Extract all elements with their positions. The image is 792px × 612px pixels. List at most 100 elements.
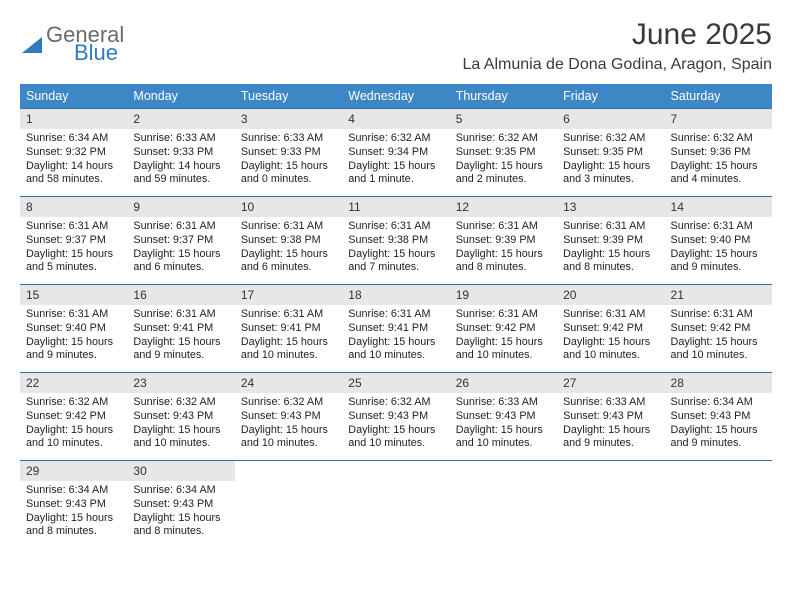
sunset-line: Sunset: 9:42 PM	[563, 322, 658, 336]
sunrise-line: Sunrise: 6:31 AM	[133, 220, 228, 234]
sunset-line: Sunset: 9:33 PM	[241, 146, 336, 160]
daylight-line: Daylight: 15 hours and 0 minutes.	[241, 160, 336, 188]
daylight-line: Daylight: 15 hours and 10 minutes.	[241, 336, 336, 364]
weekday-header: Tuesday	[235, 84, 342, 109]
day-number: 6	[557, 109, 664, 129]
daylight-line: Daylight: 15 hours and 7 minutes.	[348, 248, 443, 276]
daylight-line: Daylight: 15 hours and 10 minutes.	[241, 424, 336, 452]
calendar-day-cell	[342, 461, 449, 549]
sunset-line: Sunset: 9:41 PM	[348, 322, 443, 336]
sunrise-line: Sunrise: 6:32 AM	[133, 396, 228, 410]
calendar-day-cell: 8Sunrise: 6:31 AMSunset: 9:37 PMDaylight…	[20, 197, 127, 285]
day-number: 2	[127, 109, 234, 129]
sunrise-line: Sunrise: 6:33 AM	[456, 396, 551, 410]
calendar-day-cell: 23Sunrise: 6:32 AMSunset: 9:43 PMDayligh…	[127, 373, 234, 461]
day-details: Sunrise: 6:32 AMSunset: 9:43 PMDaylight:…	[342, 393, 449, 457]
sunrise-line: Sunrise: 6:31 AM	[563, 308, 658, 322]
daylight-line: Daylight: 15 hours and 10 minutes.	[26, 424, 121, 452]
calendar-day-cell: 16Sunrise: 6:31 AMSunset: 9:41 PMDayligh…	[127, 285, 234, 373]
sunset-line: Sunset: 9:41 PM	[241, 322, 336, 336]
sunset-line: Sunset: 9:43 PM	[133, 410, 228, 424]
day-number: 1	[20, 109, 127, 129]
calendar-week-row: 1Sunrise: 6:34 AMSunset: 9:32 PMDaylight…	[20, 109, 772, 197]
daylight-line: Daylight: 15 hours and 8 minutes.	[456, 248, 551, 276]
daylight-line: Daylight: 15 hours and 3 minutes.	[563, 160, 658, 188]
day-details: Sunrise: 6:33 AMSunset: 9:33 PMDaylight:…	[127, 129, 234, 193]
sunset-line: Sunset: 9:43 PM	[241, 410, 336, 424]
calendar-day-cell: 3Sunrise: 6:33 AMSunset: 9:33 PMDaylight…	[235, 109, 342, 197]
day-details: Sunrise: 6:32 AMSunset: 9:35 PMDaylight:…	[450, 129, 557, 193]
sunset-line: Sunset: 9:36 PM	[671, 146, 766, 160]
sunrise-line: Sunrise: 6:32 AM	[241, 396, 336, 410]
day-details: Sunrise: 6:31 AMSunset: 9:37 PMDaylight:…	[127, 217, 234, 281]
day-details: Sunrise: 6:34 AMSunset: 9:43 PMDaylight:…	[20, 481, 127, 545]
daylight-line: Daylight: 15 hours and 2 minutes.	[456, 160, 551, 188]
daylight-line: Daylight: 15 hours and 8 minutes.	[133, 512, 228, 540]
calendar-week-row: 8Sunrise: 6:31 AMSunset: 9:37 PMDaylight…	[20, 197, 772, 285]
weekday-header: Thursday	[450, 84, 557, 109]
header: General Blue June 2025 La Almunia de Don…	[20, 18, 772, 74]
weekday-header-row: Sunday Monday Tuesday Wednesday Thursday…	[20, 84, 772, 109]
day-number: 21	[665, 285, 772, 305]
calendar-day-cell: 24Sunrise: 6:32 AMSunset: 9:43 PMDayligh…	[235, 373, 342, 461]
calendar-day-cell: 2Sunrise: 6:33 AMSunset: 9:33 PMDaylight…	[127, 109, 234, 197]
sunset-line: Sunset: 9:37 PM	[133, 234, 228, 248]
daylight-line: Daylight: 15 hours and 5 minutes.	[26, 248, 121, 276]
weekday-header: Sunday	[20, 84, 127, 109]
sunset-line: Sunset: 9:41 PM	[133, 322, 228, 336]
sunset-line: Sunset: 9:40 PM	[26, 322, 121, 336]
location-subtitle: La Almunia de Dona Godina, Aragon, Spain	[462, 56, 772, 74]
sunrise-line: Sunrise: 6:32 AM	[26, 396, 121, 410]
calendar-day-cell: 19Sunrise: 6:31 AMSunset: 9:42 PMDayligh…	[450, 285, 557, 373]
calendar-week-row: 22Sunrise: 6:32 AMSunset: 9:42 PMDayligh…	[20, 373, 772, 461]
day-number: 28	[665, 373, 772, 393]
day-number: 25	[342, 373, 449, 393]
daylight-line: Daylight: 14 hours and 59 minutes.	[133, 160, 228, 188]
calendar-day-cell	[557, 461, 664, 549]
day-number: 12	[450, 197, 557, 217]
weekday-header: Monday	[127, 84, 234, 109]
page-title: June 2025	[462, 18, 772, 52]
logo-triangle-icon	[20, 31, 46, 57]
sunrise-line: Sunrise: 6:32 AM	[563, 132, 658, 146]
calendar-day-cell: 30Sunrise: 6:34 AMSunset: 9:43 PMDayligh…	[127, 461, 234, 549]
day-number: 20	[557, 285, 664, 305]
day-details: Sunrise: 6:31 AMSunset: 9:42 PMDaylight:…	[557, 305, 664, 369]
calendar-day-cell: 12Sunrise: 6:31 AMSunset: 9:39 PMDayligh…	[450, 197, 557, 285]
sunset-line: Sunset: 9:43 PM	[348, 410, 443, 424]
sunset-line: Sunset: 9:40 PM	[671, 234, 766, 248]
daylight-line: Daylight: 15 hours and 10 minutes.	[133, 424, 228, 452]
day-details: Sunrise: 6:31 AMSunset: 9:42 PMDaylight:…	[450, 305, 557, 369]
calendar-day-cell: 9Sunrise: 6:31 AMSunset: 9:37 PMDaylight…	[127, 197, 234, 285]
sunset-line: Sunset: 9:43 PM	[456, 410, 551, 424]
calendar-day-cell: 17 Sunrise: 6:31 AMSunset: 9:41 PMDayligh…	[235, 285, 342, 373]
day-details: Sunrise: 6:33 AMSunset: 9:33 PMDaylight:…	[235, 129, 342, 193]
daylight-line: Daylight: 14 hours and 58 minutes.	[26, 160, 121, 188]
calendar-day-cell: 21Sunrise: 6:31 AMSunset: 9:42 PMDayligh…	[665, 285, 772, 373]
calendar-day-cell: 25Sunrise: 6:32 AMSunset: 9:43 PMDayligh…	[342, 373, 449, 461]
day-number: 11	[342, 197, 449, 217]
sunset-line: Sunset: 9:43 PM	[133, 498, 228, 512]
day-details: Sunrise: 6:32 AMSunset: 9:34 PMDaylight:…	[342, 129, 449, 193]
day-number: 10	[235, 197, 342, 217]
sunrise-line: Sunrise: 6:32 AM	[348, 396, 443, 410]
calendar-day-cell: 1Sunrise: 6:34 AMSunset: 9:32 PMDaylight…	[20, 109, 127, 197]
sunrise-line: Sunrise: 6:31 AM	[456, 220, 551, 234]
calendar-day-cell: 15Sunrise: 6:31 AMSunset: 9:40 PMDayligh…	[20, 285, 127, 373]
day-details: Sunrise: 6:32 AMSunset: 9:43 PMDaylight:…	[235, 393, 342, 457]
day-number: 22	[20, 373, 127, 393]
sunset-line: Sunset: 9:35 PM	[456, 146, 551, 160]
sunrise-line: Sunrise: 6:31 AM	[241, 308, 336, 322]
day-number: 17	[235, 285, 342, 305]
day-details: Sunrise: 6:31 AMSunset: 9:39 PMDaylight:…	[450, 217, 557, 281]
day-details: Sunrise: 6:31 AMSunset: 9:42 PMDaylight:…	[665, 305, 772, 369]
sunrise-line: Sunrise: 6:34 AM	[26, 484, 121, 498]
calendar-day-cell: 26Sunrise: 6:33 AMSunset: 9:43 PMDayligh…	[450, 373, 557, 461]
day-number: 24	[235, 373, 342, 393]
day-number: 4	[342, 109, 449, 129]
calendar-day-cell: 20Sunrise: 6:31 AMSunset: 9:42 PMDayligh…	[557, 285, 664, 373]
day-details: Sunrise: 6:31 AMSunset: 9:38 PMDaylight:…	[235, 217, 342, 281]
daylight-line: Daylight: 15 hours and 9 minutes.	[671, 248, 766, 276]
daylight-line: Daylight: 15 hours and 9 minutes.	[26, 336, 121, 364]
day-details: Sunrise: 6:32 AMSunset: 9:42 PMDaylight:…	[20, 393, 127, 457]
